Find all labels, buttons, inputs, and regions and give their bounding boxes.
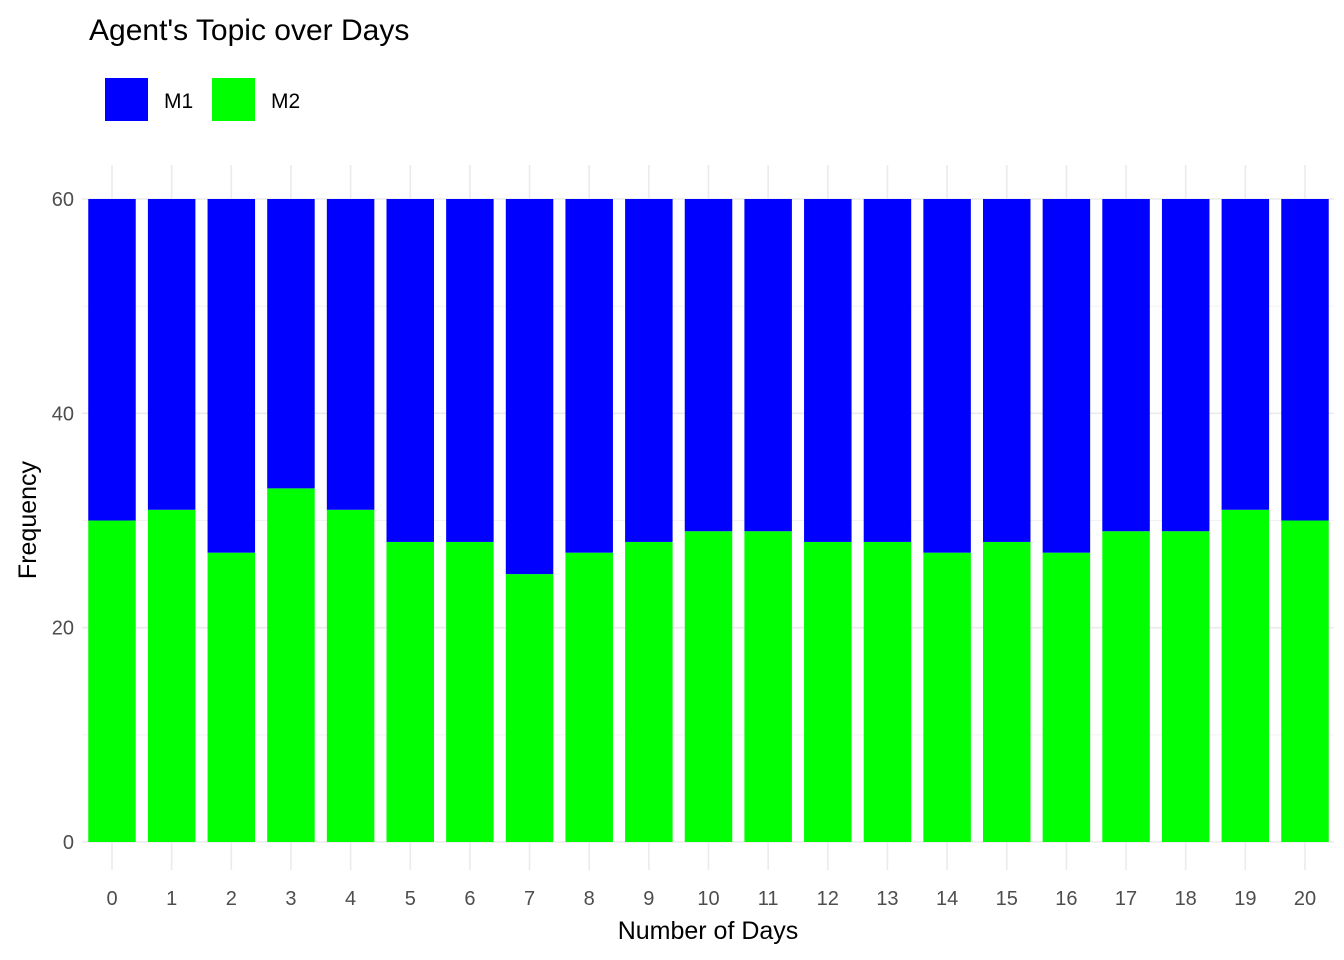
- bar-m2-8: [565, 552, 613, 842]
- bar-m1-20: [1281, 199, 1329, 521]
- x-tick-label: 10: [697, 888, 719, 910]
- x-tick-label: 17: [1115, 888, 1137, 910]
- bar-m2-17: [1102, 531, 1150, 842]
- legend-label-m2: M2: [271, 90, 300, 113]
- bar-m2-7: [505, 574, 554, 842]
- bar-m1-17: [1102, 199, 1150, 532]
- x-tick-label: 19: [1234, 888, 1256, 910]
- bar-m1-11: [744, 199, 792, 532]
- bar-m1-5: [386, 199, 434, 542]
- bar-m2-1: [147, 509, 196, 842]
- legend-label-m1: M1: [164, 90, 193, 113]
- bar-m1-7: [505, 199, 554, 575]
- bar-m2-13: [863, 541, 912, 842]
- y-tick-label: 60: [52, 189, 74, 211]
- bar-m1-0: [88, 199, 136, 521]
- x-tick-label: 1: [166, 888, 177, 910]
- x-tick-label: 6: [464, 888, 475, 910]
- bar-m2-2: [207, 552, 256, 842]
- bar-m2-16: [1042, 552, 1091, 842]
- bar-m1-4: [326, 199, 375, 510]
- bar-m1-18: [1161, 199, 1210, 532]
- x-tick-label: 2: [226, 888, 237, 910]
- bar-m1-1: [147, 199, 196, 510]
- x-tick-label: 20: [1294, 888, 1316, 910]
- bar-m1-6: [446, 199, 494, 542]
- bar-m1-3: [267, 199, 315, 489]
- x-tick-label: 3: [285, 888, 296, 910]
- bar-m2-3: [267, 488, 315, 842]
- x-tick-label: 11: [758, 888, 779, 910]
- x-tick-label: 4: [345, 888, 356, 910]
- x-tick-label: 14: [936, 888, 958, 910]
- bar-m2-9: [625, 541, 673, 842]
- bar-m2-18: [1161, 531, 1210, 842]
- bar-m2-12: [804, 541, 852, 842]
- bar-m1-2: [207, 199, 256, 553]
- bar-m1-10: [684, 199, 733, 532]
- legend-key-m1: [105, 78, 148, 121]
- bar-m1-13: [863, 199, 912, 542]
- x-tick-label: 5: [405, 888, 416, 910]
- x-tick-label: 12: [817, 888, 839, 910]
- x-tick-label: 15: [996, 888, 1018, 910]
- bar-m2-14: [923, 552, 971, 842]
- y-axis-title: Frequency: [14, 460, 42, 579]
- bar-m2-11: [744, 531, 792, 842]
- bar-m2-10: [684, 531, 733, 842]
- bar-m1-12: [804, 199, 852, 542]
- x-tick-label: 7: [524, 888, 535, 910]
- bar-m1-19: [1221, 199, 1270, 510]
- x-tick-label: 8: [584, 888, 595, 910]
- bar-m2-0: [88, 520, 136, 842]
- bar-m2-19: [1221, 509, 1270, 842]
- y-tick-label: 0: [63, 832, 74, 854]
- bar-m1-15: [983, 199, 1031, 542]
- x-tick-label: 18: [1175, 888, 1197, 910]
- bar-m1-16: [1042, 199, 1091, 553]
- legend: M1 M2: [105, 78, 300, 121]
- x-tick-label: 13: [876, 888, 898, 910]
- bar-m2-6: [446, 541, 494, 842]
- legend-key-m2: [212, 78, 255, 121]
- bar-m1-14: [923, 199, 971, 553]
- y-tick-label: 20: [52, 618, 74, 640]
- y-tick-label: 40: [52, 403, 74, 425]
- bar-m2-15: [983, 541, 1031, 842]
- x-tick-label: 16: [1055, 888, 1077, 910]
- x-axis-ticks: 0 1 2 3 4 5 6 7 8 9 10 11 12 13 14 15 16 17 18 19 20: [106, 888, 1316, 910]
- x-tick-label: 9: [643, 888, 654, 910]
- bar-m1-8: [565, 199, 613, 553]
- bar-m2-20: [1281, 520, 1329, 842]
- y-axis-ticks: 0 20 40 60: [52, 189, 74, 854]
- bar-m2-5: [386, 541, 434, 842]
- chart-title: Agent's Topic over Days: [89, 14, 409, 47]
- bar-m2-4: [326, 509, 375, 842]
- bars: [88, 199, 1329, 842]
- x-tick-label: 0: [106, 888, 117, 910]
- x-axis-title: Number of Days: [618, 917, 799, 945]
- bar-m1-9: [625, 199, 673, 542]
